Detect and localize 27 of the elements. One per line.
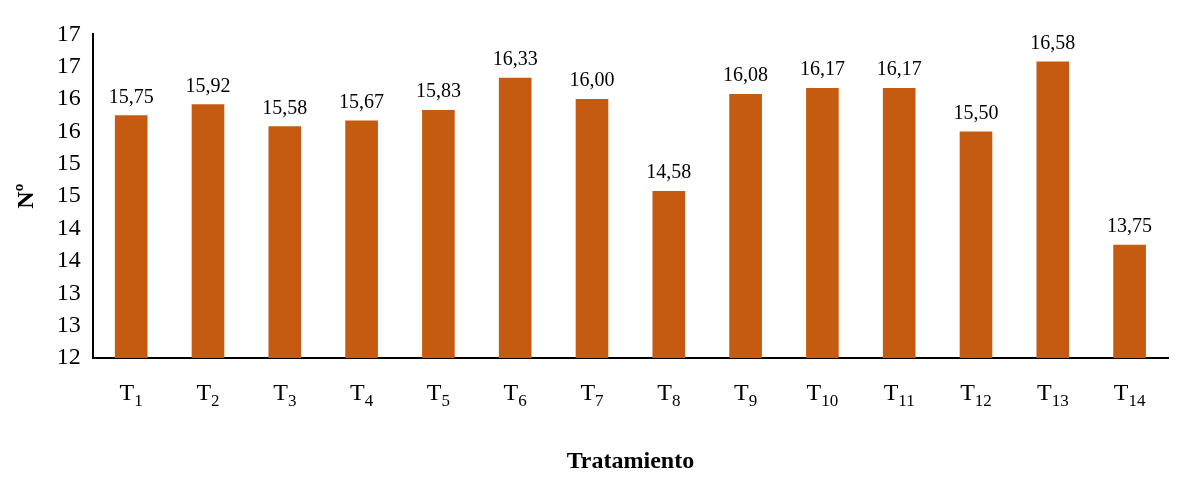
y-tick-label: 12 xyxy=(56,343,81,370)
y-tick-label: 16 xyxy=(56,116,81,143)
data-label: 15,58 xyxy=(262,95,308,118)
y-tick-label: 16 xyxy=(56,84,81,111)
data-label: 14,58 xyxy=(646,160,692,183)
y-tick-label: 13 xyxy=(56,310,81,337)
y-tick-label: 14 xyxy=(56,246,81,273)
y-tick-label: 17 xyxy=(56,52,81,79)
data-label: 15,67 xyxy=(339,89,385,112)
data-label: 16,17 xyxy=(876,57,922,80)
data-label: 15,83 xyxy=(415,79,461,102)
y-tick-label: 17 xyxy=(56,19,81,46)
y-axis-title: Nº xyxy=(11,183,38,209)
x-axis-title: Tratamiento xyxy=(566,447,695,473)
y-tick-label: 14 xyxy=(56,213,81,240)
data-label: 16,08 xyxy=(723,63,769,86)
y-tick-label: 13 xyxy=(56,278,81,305)
data-label: 16,00 xyxy=(569,68,615,91)
y-tick-label: 15 xyxy=(56,181,81,208)
data-label: 13,75 xyxy=(1107,213,1153,236)
data-label: 15,75 xyxy=(108,84,154,107)
data-label: 16,58 xyxy=(1030,30,1076,53)
y-tick-label: 15 xyxy=(56,149,81,176)
data-label: 16,33 xyxy=(492,47,538,70)
data-label: 15,50 xyxy=(953,100,999,123)
data-label: 16,17 xyxy=(799,57,845,80)
data-label: 15,92 xyxy=(185,73,231,96)
